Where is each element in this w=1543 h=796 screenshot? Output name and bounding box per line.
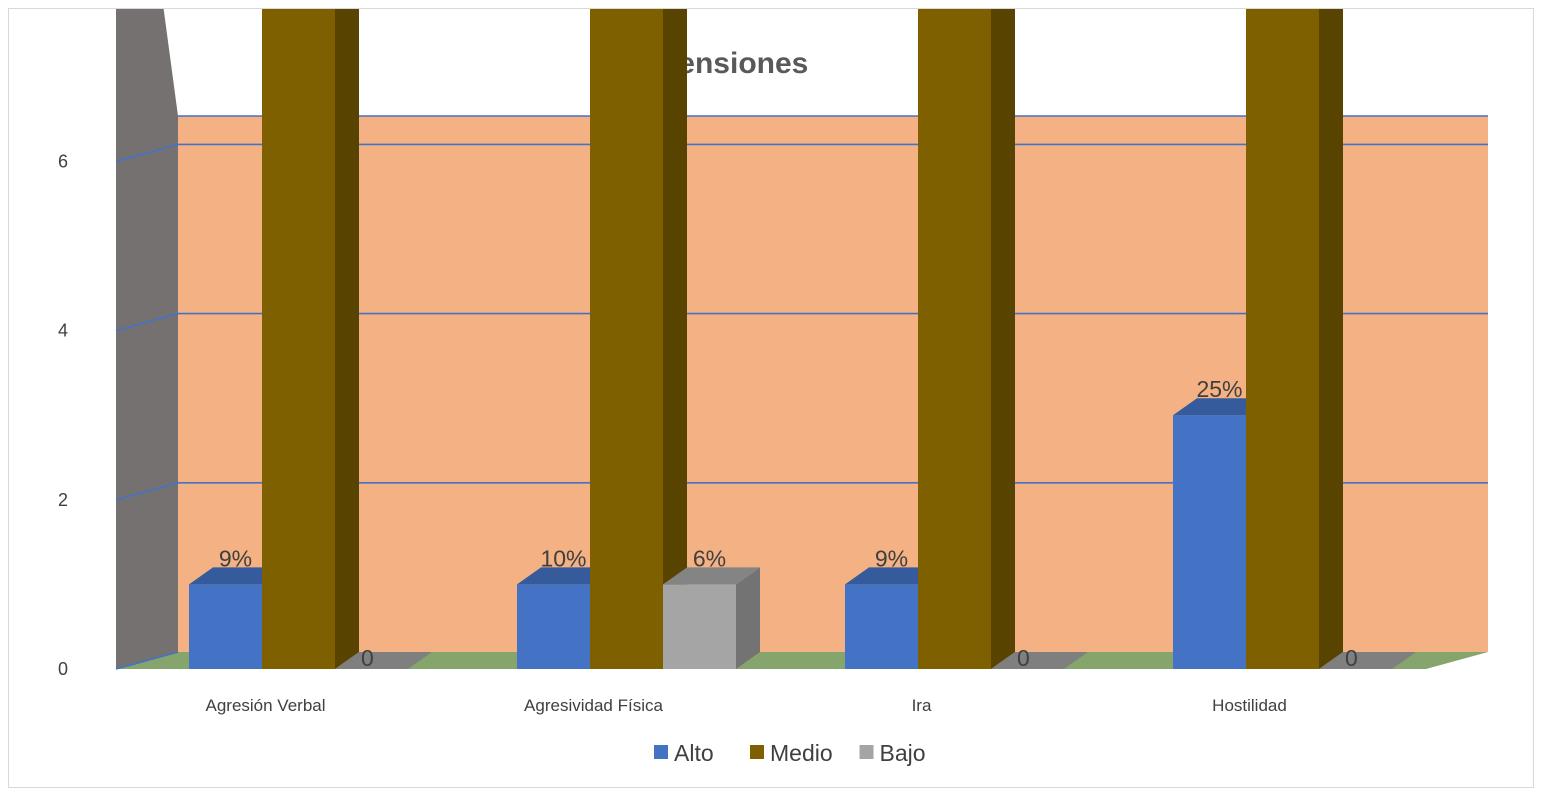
data-label: 0 xyxy=(1345,645,1358,671)
bar-side xyxy=(335,0,359,669)
x-tick-label: Ira xyxy=(912,696,932,715)
bar-side xyxy=(1319,0,1343,669)
bar-top xyxy=(517,567,614,585)
bar-top xyxy=(1173,398,1270,416)
y-tick-label: 0 xyxy=(58,659,68,679)
bar-side xyxy=(663,0,687,669)
bar xyxy=(1246,0,1319,670)
bar xyxy=(517,584,590,669)
legend-swatch xyxy=(654,745,668,759)
data-label: 6% xyxy=(693,545,726,571)
bar xyxy=(189,584,262,669)
bar-top xyxy=(1319,652,1416,669)
legend-label: Alto xyxy=(674,740,714,766)
bar-top xyxy=(845,567,942,585)
legend-swatch xyxy=(750,745,764,759)
data-label: 25% xyxy=(1196,376,1242,402)
gridline-side xyxy=(115,651,179,670)
x-tick-label: Agresión Verbal xyxy=(205,696,325,715)
bar xyxy=(663,584,736,669)
bar-top xyxy=(663,567,760,585)
bar xyxy=(918,0,991,669)
gridline-side xyxy=(115,482,179,501)
data-label: 9% xyxy=(875,545,908,571)
x-tick-label: Agresividad Física xyxy=(524,696,663,715)
bar xyxy=(262,0,335,669)
side-wall xyxy=(116,0,178,669)
gridline-side xyxy=(115,312,179,332)
x-tick-label: Hostilidad xyxy=(1212,696,1287,715)
bar xyxy=(845,584,918,669)
data-label: 0 xyxy=(361,645,374,671)
data-label: 9% xyxy=(219,545,252,571)
bar-top xyxy=(189,567,286,585)
y-tick-label: 6 xyxy=(58,151,68,171)
y-tick-label: 4 xyxy=(58,321,68,341)
bar-side xyxy=(991,0,1015,669)
bar xyxy=(590,0,663,669)
legend-label: Bajo xyxy=(880,740,926,766)
legend-swatch xyxy=(859,745,874,759)
legend-label: Medio xyxy=(770,740,833,766)
bar-top xyxy=(335,652,432,669)
gridline-side xyxy=(115,143,179,163)
data-label: 0 xyxy=(1017,645,1030,671)
bar-side xyxy=(736,567,760,669)
y-tick-label: 2 xyxy=(58,490,68,510)
data-label: 10% xyxy=(540,545,586,571)
floor xyxy=(116,652,1488,669)
bar-top xyxy=(991,652,1088,669)
bar xyxy=(1173,415,1246,669)
